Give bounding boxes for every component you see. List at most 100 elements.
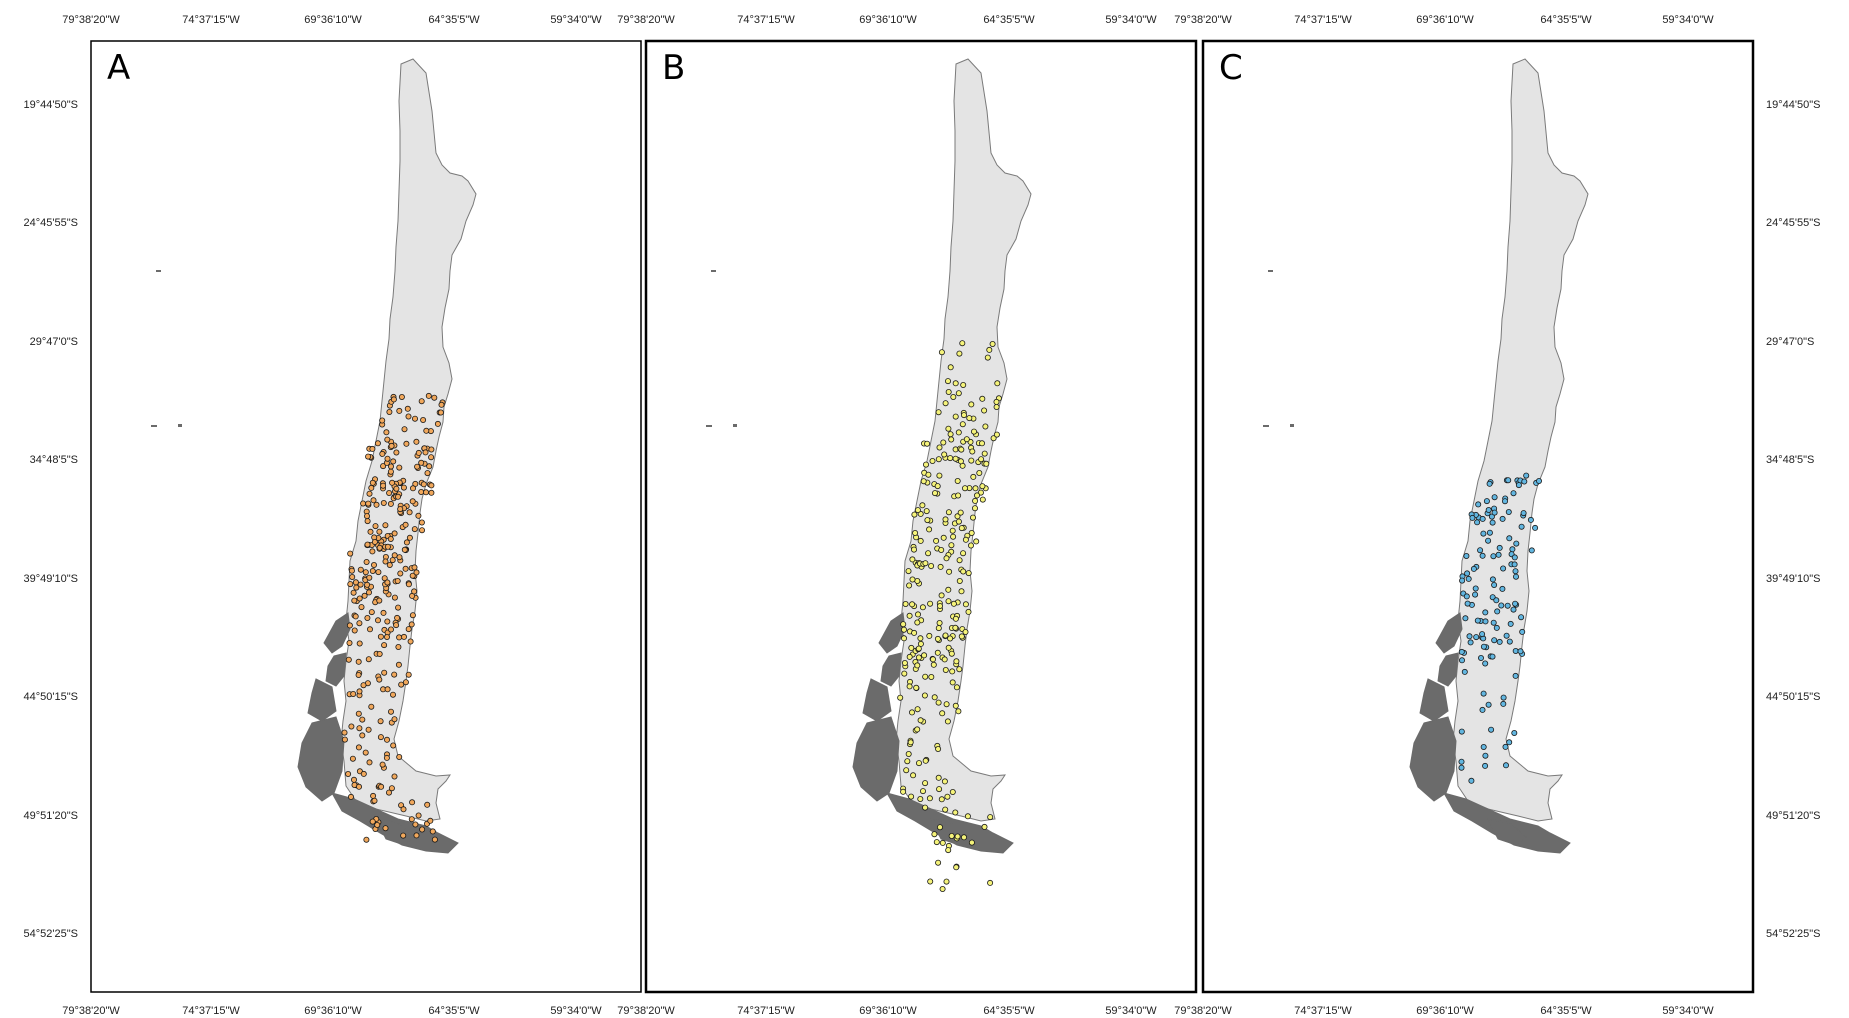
occurrence-point (1515, 482, 1522, 489)
occurrence-point (362, 749, 369, 756)
occurrence-point (1512, 568, 1519, 575)
occurrence-point (397, 506, 404, 513)
occurrence-point (934, 635, 941, 642)
occurrence-point (398, 393, 405, 400)
occurrence-point (363, 558, 370, 565)
occurrence-point (411, 526, 418, 533)
y-tick-label: 49°51'20"S (24, 810, 78, 822)
occurrence-point (1483, 498, 1490, 505)
occurrence-point (966, 415, 973, 422)
occurrence-point (940, 439, 947, 446)
occurrence-point (380, 499, 387, 506)
x-tick-label: 59°34'0"W (1105, 14, 1157, 26)
occurrence-point (411, 588, 418, 595)
occurrence-point (933, 839, 940, 846)
occurrence-point (1506, 638, 1513, 645)
chile-map (150, 58, 477, 854)
occurrence-point (924, 440, 931, 447)
occurrence-point (939, 839, 946, 846)
occurrence-point (365, 726, 372, 733)
occurrence-point (1491, 581, 1498, 588)
occurrence-point (910, 546, 917, 553)
occurrence-point (934, 483, 941, 490)
occurrence-point (366, 759, 373, 766)
occurrence-point (360, 770, 367, 777)
occurrence-point (355, 744, 362, 751)
occurrence-point (390, 458, 397, 465)
occurrence-point (403, 440, 410, 447)
occurrence-point (908, 644, 915, 651)
occurrence-point (1498, 602, 1505, 609)
occurrence-point (909, 601, 916, 608)
panel-letter: C (1219, 48, 1243, 88)
occurrence-point (346, 622, 353, 629)
x-tick-label: 79°38'20"W (1174, 14, 1232, 26)
x-tick-label: 69°36'10"W (859, 14, 917, 26)
occurrence-point (1506, 739, 1513, 746)
occurrence-point (393, 622, 400, 629)
occurrence-point (424, 801, 431, 808)
occurrence-point (384, 436, 391, 443)
occurrence-point (1499, 585, 1506, 592)
occurrence-point (906, 653, 913, 660)
occurrence-point (420, 481, 427, 488)
occurrence-point (362, 569, 369, 576)
occurrence-point (366, 574, 373, 581)
occurrence-point (387, 463, 394, 470)
occurrence-point (1511, 554, 1518, 561)
x-tick-label: 74°37'15"W (1294, 1005, 1352, 1017)
y-tick-label: 54°52'25"S (24, 928, 78, 940)
occurrence-point (369, 479, 376, 486)
x-tick-label: 64°35'5"W (983, 1005, 1035, 1017)
occurrence-point (359, 716, 366, 723)
occurrence-point (356, 725, 363, 732)
occurrence-point (968, 839, 975, 846)
occurrence-point (366, 490, 373, 497)
occurrence-point (360, 500, 367, 507)
occurrence-point (437, 409, 444, 416)
occurrence-point (981, 823, 988, 830)
occurrence-point (928, 562, 935, 569)
occurrence-point (356, 688, 363, 695)
occurrence-point (927, 878, 934, 885)
occurrence-point (355, 672, 362, 679)
occurrence-point (1489, 653, 1496, 660)
occurrence-point (1464, 600, 1471, 607)
y-tick-label: 24°45'55"S (1766, 217, 1820, 229)
occurrence-point (955, 390, 962, 397)
occurrence-point (406, 534, 413, 541)
occurrence-point (376, 651, 383, 658)
occurrence-point (936, 620, 943, 627)
occurrence-point (983, 460, 990, 467)
map-panel-b: B (644, 39, 1198, 994)
occurrence-point (355, 783, 362, 790)
occurrence-point (384, 579, 391, 586)
occurrence-point (935, 456, 942, 463)
occurrence-point (978, 440, 985, 447)
occurrence-point (418, 459, 425, 466)
occurrence-point (370, 792, 377, 799)
y-tick-label: 44°50'15"S (24, 691, 78, 703)
occurrence-point (934, 649, 941, 656)
occurrence-point (1521, 478, 1528, 485)
occurrence-point (405, 581, 412, 588)
occurrence-point (347, 581, 354, 588)
occurrence-point (381, 669, 388, 676)
occurrence-point (345, 656, 352, 663)
occurrence-point (1512, 672, 1519, 679)
occurrence-point (1496, 638, 1503, 645)
occurrence-point (424, 470, 431, 477)
occurrence-point (960, 550, 967, 557)
x-tick-label: 79°38'20"W (617, 1005, 675, 1017)
occurrence-point (419, 826, 426, 833)
occurrence-point (383, 736, 390, 743)
occurrence-point (944, 718, 951, 725)
occurrence-point (1486, 529, 1493, 536)
occurrence-point (356, 595, 363, 602)
occurrence-point (413, 569, 420, 576)
occurrence-point (341, 736, 348, 743)
occurrence-point (411, 415, 418, 422)
occurrence-point (913, 684, 920, 691)
occurrence-point (370, 497, 377, 504)
occurrence-point (380, 463, 387, 470)
